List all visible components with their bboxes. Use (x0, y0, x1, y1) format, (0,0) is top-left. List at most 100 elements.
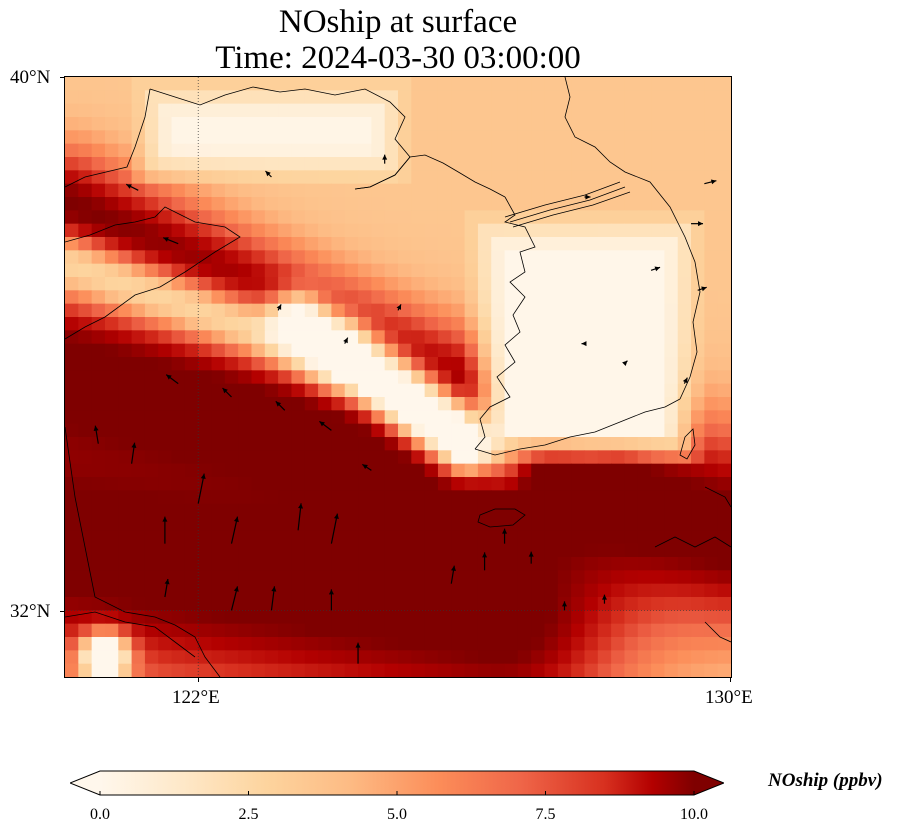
field-cell (371, 223, 386, 238)
colorbar-tick-label: 2.5 (238, 806, 259, 823)
field-cell (184, 423, 199, 438)
field-cell (358, 490, 372, 505)
field-cell (278, 343, 293, 358)
field-cell (264, 370, 279, 385)
field-cell (464, 637, 479, 651)
field-cell (304, 210, 319, 225)
field-cell (691, 410, 705, 425)
field-cell (651, 383, 665, 398)
field-cell (451, 597, 466, 611)
field-cell (544, 197, 559, 211)
field-cell (611, 210, 626, 225)
field-cell (584, 250, 599, 265)
field-cell (637, 223, 652, 238)
field-cell (464, 557, 479, 571)
field-cell (637, 290, 652, 305)
field-cell (437, 357, 452, 371)
field-cell (211, 183, 226, 198)
field-cell (211, 503, 226, 518)
field-cell (611, 90, 626, 105)
field-cell (584, 503, 599, 518)
field-cell (358, 423, 372, 438)
field-cell (544, 637, 559, 651)
field-cell (611, 277, 626, 291)
field-cell (211, 543, 226, 558)
field-cell (597, 570, 612, 585)
field-cell (331, 143, 346, 158)
field-cell (251, 463, 266, 478)
field-cell (424, 490, 439, 505)
field-cell (304, 277, 319, 291)
field-cell (517, 650, 532, 665)
field-cell (331, 183, 346, 198)
field-cell (131, 250, 146, 265)
wind-arrow (165, 374, 179, 385)
field-cell (691, 663, 705, 677)
field-cell (318, 197, 332, 211)
field-cell (184, 637, 199, 651)
field-cell (691, 477, 705, 491)
field-cell (144, 237, 159, 251)
field-cell (291, 463, 306, 478)
field-cell (144, 183, 159, 198)
field-cell (278, 583, 293, 598)
field-cell (398, 650, 412, 665)
field-cell (104, 383, 119, 398)
field-cell (637, 303, 652, 318)
field-cell (358, 637, 372, 651)
field-cell (358, 303, 372, 318)
field-cell (344, 583, 359, 598)
field-cell (118, 583, 133, 598)
field-cell (371, 557, 386, 571)
field-cell (664, 570, 679, 585)
field-cell (224, 143, 239, 158)
field-cell (477, 410, 492, 425)
field-cell (717, 610, 731, 625)
field-cell (238, 623, 253, 638)
field-cell (544, 250, 559, 265)
field-cell (411, 583, 426, 598)
field-cell (411, 597, 426, 611)
field-cell (704, 183, 719, 198)
field-cell (704, 223, 719, 238)
field-cell (278, 463, 293, 478)
field-cell (411, 503, 426, 518)
field-cell (637, 143, 652, 158)
field-cell (624, 543, 639, 558)
field-cell (358, 103, 372, 118)
field-cell (664, 170, 679, 185)
field-cell (597, 103, 612, 118)
field-cell (437, 597, 452, 611)
field-cell (584, 317, 599, 331)
field-cell (504, 583, 519, 598)
field-cell (544, 343, 559, 358)
field-cell (424, 183, 439, 198)
field-cell (691, 583, 705, 598)
field-cell (371, 663, 386, 677)
field-cell (691, 290, 705, 305)
field-cell (78, 250, 93, 265)
field-cell (291, 303, 306, 318)
coastline-korea-west (474, 196, 536, 450)
field-cell (184, 450, 199, 465)
field-cell (424, 397, 439, 411)
field-cell (437, 663, 452, 677)
field-cell (398, 77, 412, 91)
field-cell (557, 650, 572, 665)
field-cell (118, 157, 133, 171)
field-cell (411, 397, 426, 411)
field-cell (624, 157, 639, 171)
field-cell (437, 263, 452, 278)
field-cell (238, 263, 253, 278)
field-cell (531, 90, 546, 105)
field-cell (291, 450, 306, 465)
field-cell (517, 637, 532, 651)
field-cell (291, 597, 306, 611)
field-cell (264, 557, 279, 571)
field-cell (344, 197, 359, 211)
field-cell (491, 277, 506, 291)
field-cell (504, 143, 519, 158)
field-cell (384, 410, 399, 425)
field-cell (331, 303, 346, 318)
field-cell (477, 423, 492, 438)
